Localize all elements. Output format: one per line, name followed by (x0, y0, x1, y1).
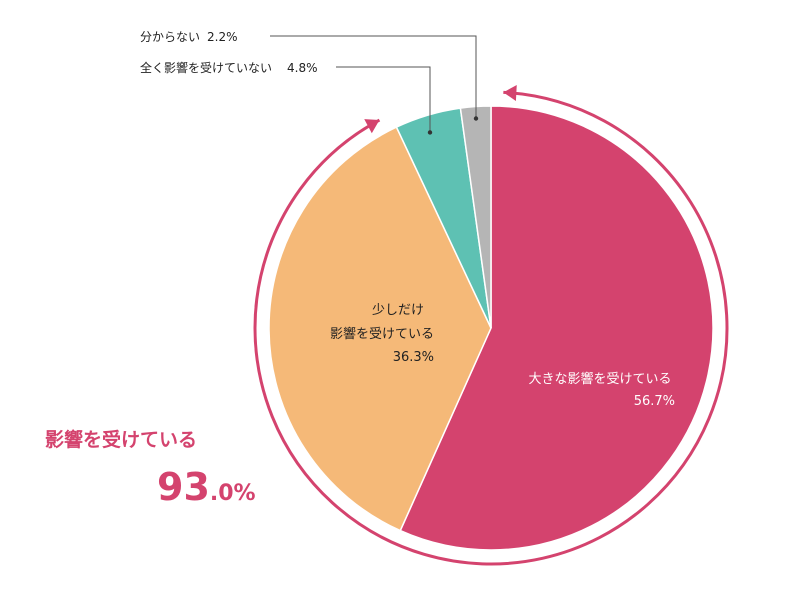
callout-label-no-impact: 全く影響を受けていない (140, 60, 272, 75)
summary-arrow-end (364, 119, 380, 134)
slice-value-small-impact: 36.3% (393, 350, 434, 365)
summary-value-rest: .0% (210, 481, 256, 506)
summary-arrow-start (503, 85, 517, 101)
summary-value: 93.0% (157, 465, 256, 509)
slice-label-small-impact-line2: 影響を受けている (330, 326, 434, 342)
leader-dot-no-impact (427, 130, 433, 135)
pie-slice-large-impact (399, 105, 714, 551)
slice-value-large-impact: 56.7% (634, 394, 675, 409)
slice-label-large-impact: 大きな影響を受けている (528, 371, 671, 387)
leader-line-no-impact (336, 66, 431, 133)
leader-line-unknown (270, 35, 477, 119)
callout-label-unknown: 分からない (140, 30, 200, 44)
pie-slice-small-impact (268, 126, 492, 532)
callout-value-no-impact: 4.8% (287, 61, 318, 75)
summary-value-main: 93 (157, 465, 210, 509)
slice-label-small-impact-line1: 少しだけ (372, 303, 424, 318)
leader-dot-unknown (473, 116, 479, 121)
summary-label: 影響を受けている (45, 428, 197, 451)
callout-value-unknown: 2.2% (207, 30, 238, 44)
summary-bracket-arc (253, 90, 729, 566)
